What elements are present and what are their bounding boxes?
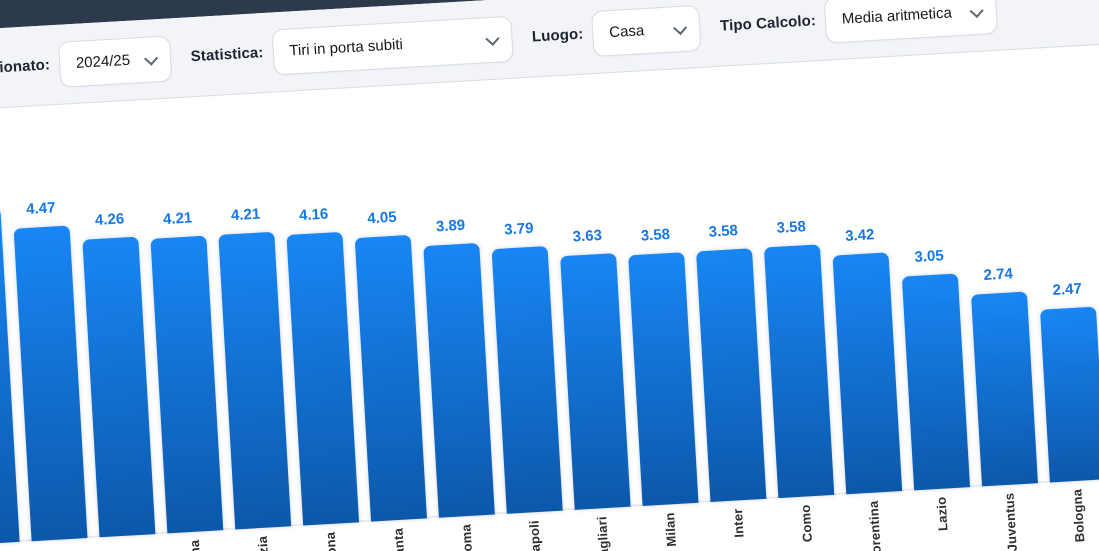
- bar[interactable]: [971, 291, 1039, 487]
- x-axis-category-label: Roma: [458, 523, 476, 551]
- x-axis-category-label: Parma: [187, 539, 204, 551]
- bar-value-label: 3.58: [708, 222, 739, 241]
- x-axis-category-label: Venezia: [255, 535, 273, 551]
- bar-value-label: 2.47: [1052, 280, 1083, 299]
- x-axis-category-label: Atalanta: [391, 528, 409, 551]
- x-axis-category-label: Inter: [730, 508, 747, 539]
- bar[interactable]: [491, 245, 564, 514]
- bar-value-label: 3.63: [572, 226, 603, 246]
- bar-value-label: 4.26: [94, 210, 125, 230]
- x-axis-category-label: Verona: [323, 532, 341, 551]
- bar[interactable]: [696, 248, 767, 503]
- bar[interactable]: [902, 273, 971, 491]
- bar-value-label: 2.74: [983, 265, 1014, 284]
- bar-value-label: 3.89: [435, 216, 466, 236]
- x-axis-category-label: Como: [798, 504, 816, 543]
- bar-value-label: 3.58: [776, 218, 807, 237]
- x-axis-category-label: Juventus: [1001, 492, 1021, 551]
- bar[interactable]: [832, 252, 903, 495]
- bar[interactable]: [355, 234, 428, 522]
- x-axis-category-label: Fiorentina: [866, 500, 885, 551]
- x-axis-category-label: Milan: [662, 511, 680, 548]
- x-axis-category-label: Bologna: [1069, 488, 1088, 543]
- bar[interactable]: [628, 252, 699, 506]
- x-axis-category-label: Lazio: [933, 496, 951, 532]
- bar[interactable]: [560, 253, 632, 510]
- bar[interactable]: [423, 242, 496, 518]
- bar[interactable]: [150, 235, 224, 534]
- bar-value-label: 4.05: [366, 208, 398, 228]
- bar-value-label: 4.21: [162, 209, 193, 229]
- bar[interactable]: [764, 244, 835, 499]
- bar-value-label: 4.47: [25, 199, 56, 218]
- bar[interactable]: [13, 225, 88, 542]
- bar-value-label: 4.21: [230, 205, 261, 225]
- x-axis-category-label: Cagliari: [594, 515, 613, 551]
- bar[interactable]: [1040, 306, 1099, 483]
- bar[interactable]: [82, 236, 156, 538]
- bar-value-label: 3.42: [844, 226, 875, 245]
- bar-value-label: 3.05: [914, 247, 945, 266]
- bar-value-label: 3.79: [503, 219, 534, 239]
- bar[interactable]: [286, 231, 360, 526]
- bar[interactable]: [218, 231, 292, 530]
- bar-value-label: 4.16: [298, 205, 329, 225]
- bar-value-label: 3.58: [640, 225, 671, 245]
- x-axis-category-label: Napoli: [526, 519, 544, 551]
